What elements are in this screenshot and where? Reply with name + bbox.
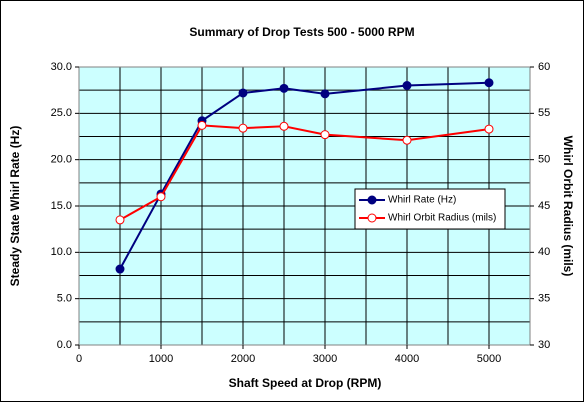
chart-title: Summary of Drop Tests 500 - 5000 RPM xyxy=(189,25,414,39)
y2-tick-label: 50 xyxy=(538,154,550,166)
data-point xyxy=(279,121,289,131)
y-tick-label: 30.0 xyxy=(51,61,72,73)
data-point xyxy=(238,123,248,133)
y-tick-label: 0.0 xyxy=(57,339,72,351)
x-axis-title: Shaft Speed at Drop (RPM) xyxy=(229,376,382,390)
y-tick-label: 15.0 xyxy=(51,200,72,212)
y-axis-title: Steady State Whirl Rate (Hz) xyxy=(8,126,22,287)
legend-marker xyxy=(367,213,377,223)
x-tick-label: 3000 xyxy=(313,353,337,365)
y2-tick-label: 30 xyxy=(538,339,550,351)
y-tick-label: 20.0 xyxy=(51,154,72,166)
legend-label: Whirl Orbit Radius (mils) xyxy=(388,213,496,224)
legend-marker xyxy=(367,195,377,205)
y2-tick-label: 35 xyxy=(538,293,550,305)
series-line xyxy=(119,124,490,221)
x-tick-label: 4000 xyxy=(395,353,419,365)
x-tick-label: 0 xyxy=(76,353,82,365)
data-point xyxy=(402,81,412,91)
data-point xyxy=(402,135,412,145)
data-point xyxy=(238,88,248,98)
y2-tick-label: 45 xyxy=(538,200,550,212)
data-point xyxy=(279,83,289,93)
y2-tick-label: 60 xyxy=(538,61,550,73)
data-point xyxy=(115,215,125,225)
data-point xyxy=(320,89,330,99)
data-point xyxy=(197,120,207,130)
data-point xyxy=(484,124,494,134)
data-point xyxy=(156,192,166,202)
y2-axis-title: Whirl Orbit Radius (mils) xyxy=(561,136,575,277)
legend-label: Whirl Rate (Hz) xyxy=(388,195,456,206)
legend-box xyxy=(354,188,506,230)
x-tick-label: 1000 xyxy=(149,353,173,365)
x-tick-label: 2000 xyxy=(231,353,255,365)
y-tick-label: 10.0 xyxy=(51,246,72,258)
data-point xyxy=(484,78,494,88)
y2-tick-label: 40 xyxy=(538,246,550,258)
y2-tick-label: 55 xyxy=(538,107,550,119)
series-line xyxy=(119,81,490,270)
y-tick-label: 5.0 xyxy=(57,293,72,305)
y-tick-label: 25.0 xyxy=(51,107,72,119)
data-point xyxy=(115,264,125,274)
x-tick-label: 5000 xyxy=(477,353,501,365)
data-point xyxy=(320,130,330,140)
